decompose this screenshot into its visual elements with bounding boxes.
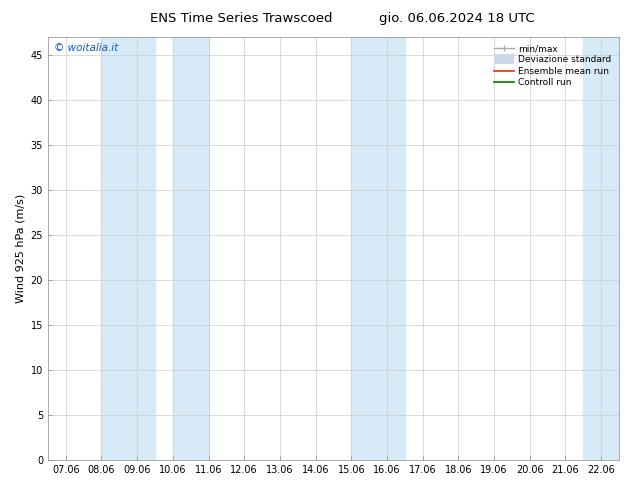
Y-axis label: Wind 925 hPa (m/s): Wind 925 hPa (m/s) [15, 194, 25, 303]
Text: ENS Time Series Trawscoed: ENS Time Series Trawscoed [150, 12, 332, 25]
Legend: min/max, Deviazione standard, Ensemble mean run, Controll run: min/max, Deviazione standard, Ensemble m… [492, 43, 613, 89]
Text: © woitalia.it: © woitalia.it [54, 44, 118, 53]
Text: gio. 06.06.2024 18 UTC: gio. 06.06.2024 18 UTC [378, 12, 534, 25]
Bar [173, 37, 209, 460]
Bar [583, 37, 619, 460]
Bar [351, 37, 405, 460]
Bar [101, 37, 155, 460]
